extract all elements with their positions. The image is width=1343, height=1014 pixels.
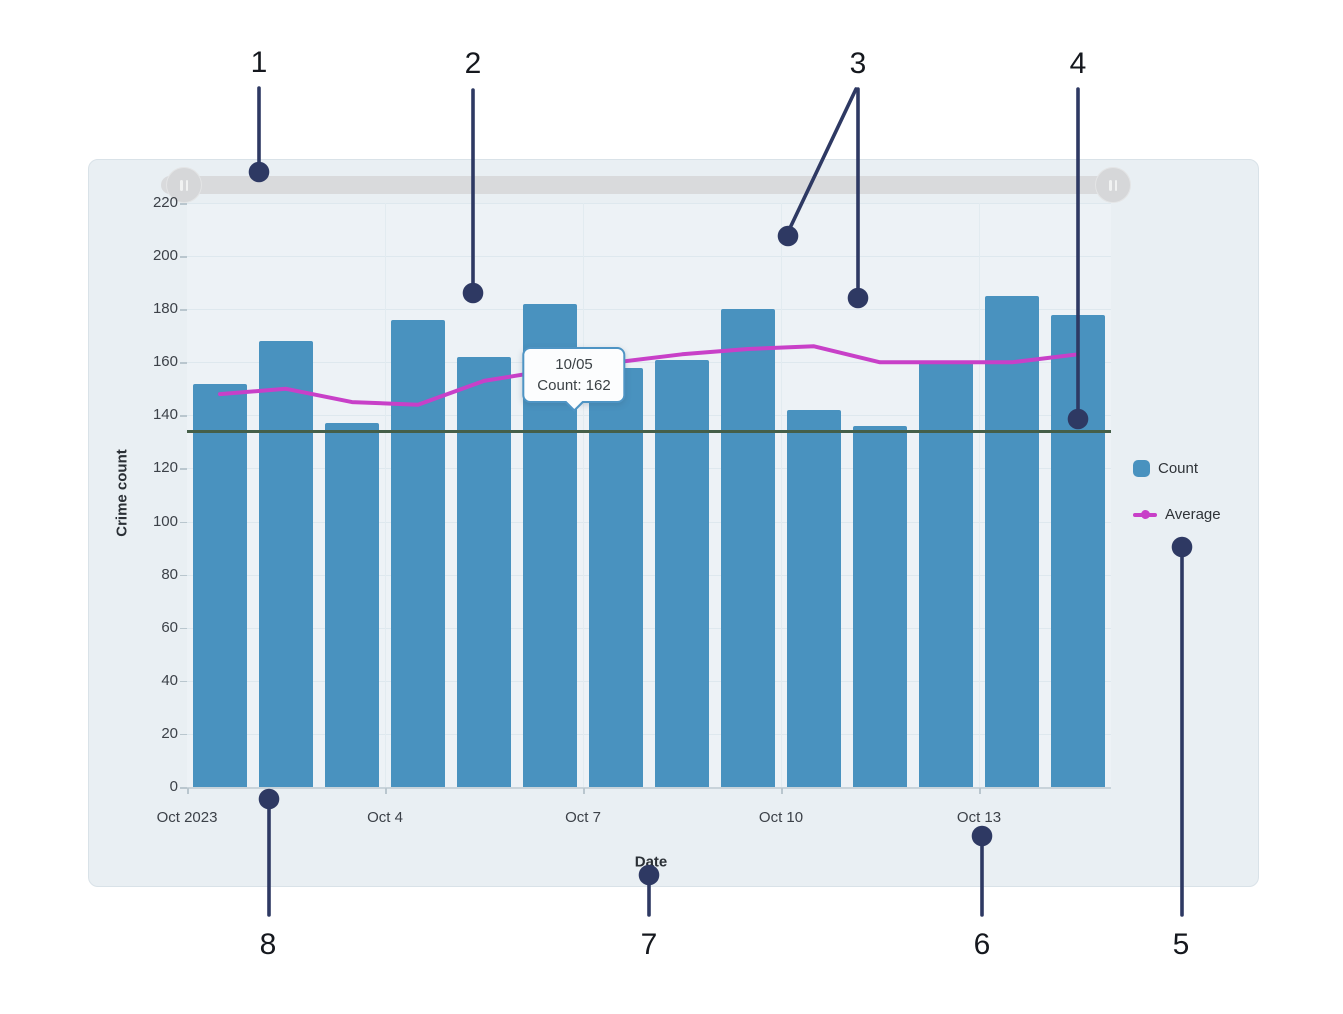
callout-number-7: 7 <box>640 928 658 961</box>
h-gridline <box>187 733 1111 735</box>
bar-oct-10[interactable] <box>787 410 841 787</box>
x-axis-line <box>187 787 1111 789</box>
count-swatch-icon <box>1133 460 1150 477</box>
legend-item-count[interactable]: Count <box>1133 460 1221 477</box>
bar-oct-7[interactable] <box>589 367 643 787</box>
y-tick-label: 20 <box>161 724 178 742</box>
h-gridline <box>187 574 1111 576</box>
x-tick-mark <box>979 788 981 794</box>
x-tick-label: Oct 4 <box>367 809 403 826</box>
x-tick-label: Oct 10 <box>758 809 804 826</box>
average-line <box>218 344 1080 407</box>
grip-icon <box>1114 179 1117 191</box>
slider-handle-right-icon[interactable] <box>1095 167 1131 203</box>
callout-number-6: 6 <box>973 928 991 961</box>
grip-icon <box>180 179 183 191</box>
h-gridline <box>187 256 1111 258</box>
callout-number-5: 5 <box>1172 928 1190 961</box>
bar-oct-12[interactable] <box>919 362 973 787</box>
h-gridline <box>187 680 1111 682</box>
y-tick-label: 80 <box>161 565 178 583</box>
y-tick-label: 40 <box>161 671 178 689</box>
callout-number-4: 4 <box>1069 47 1087 80</box>
bar-oct-1[interactable] <box>193 383 247 787</box>
y-tick-mark <box>180 256 187 258</box>
h-gridline <box>187 309 1111 311</box>
y-tick-mark <box>180 468 187 470</box>
y-tick-label: 180 <box>152 300 178 318</box>
y-tick-label: 220 <box>152 194 178 211</box>
plot-area[interactable]: 10/05 Count: 162 <box>187 203 1111 787</box>
x-tick-mark <box>187 788 189 794</box>
h-gridline <box>187 468 1111 470</box>
y-tick-mark <box>180 733 187 736</box>
bar-oct-5[interactable] <box>457 356 511 787</box>
bar-oct-3[interactable] <box>325 423 379 787</box>
y-tick-mark <box>180 521 187 524</box>
legend-label-average: Average <box>1165 506 1221 523</box>
callout-number-2: 2 <box>464 47 482 80</box>
x-tick-label: Oct 7 <box>565 809 601 826</box>
legend-item-average[interactable]: Average <box>1133 506 1221 523</box>
h-gridline <box>187 203 1111 204</box>
y-tick-mark <box>180 362 187 364</box>
callout-number-1: 1 <box>250 46 268 79</box>
y-tick-label: 160 <box>152 353 178 371</box>
x-tick-mark <box>583 788 585 794</box>
bar-oct-2[interactable] <box>259 341 313 787</box>
legend-label-count: Count <box>1158 460 1199 477</box>
y-tick-label: 0 <box>169 778 178 795</box>
bar-oct-13[interactable] <box>985 295 1039 787</box>
h-gridline <box>187 521 1111 523</box>
bar-oct-9[interactable] <box>721 309 775 787</box>
y-tick-mark <box>180 309 187 311</box>
y-tick-label: 140 <box>152 406 178 424</box>
y-tick-mark <box>180 680 187 683</box>
average-swatch-icon <box>1133 506 1157 523</box>
v-gridline <box>979 203 980 787</box>
x-tick-label: Oct 13 <box>956 809 1002 826</box>
v-gridline <box>781 203 782 787</box>
x-tick-mark <box>385 788 387 794</box>
y-tick-label: 60 <box>161 618 178 636</box>
v-gridline <box>385 203 386 787</box>
bar-oct-11[interactable] <box>853 425 907 787</box>
y-tick-label: 120 <box>152 459 178 477</box>
reference-line <box>187 429 1111 433</box>
y-tick-mark <box>180 203 187 205</box>
callout-number-8: 8 <box>259 928 277 961</box>
chart-card: Crime count Date 10/05 Count: 162 Count <box>88 159 1259 887</box>
x-axis-title: Date <box>634 853 668 871</box>
h-gridline <box>187 415 1111 417</box>
slider-handle-left-icon[interactable] <box>166 167 202 203</box>
y-tick-mark <box>180 574 187 577</box>
grip-icon <box>1109 179 1112 191</box>
y-tick-mark <box>180 787 187 789</box>
legend: Count Average <box>1133 460 1221 552</box>
y-tick-label: 100 <box>152 512 178 530</box>
grip-icon <box>185 179 188 191</box>
h-gridline <box>187 627 1111 629</box>
x-tick-mark <box>781 788 783 794</box>
y-tick-label: 200 <box>152 247 178 265</box>
x-tick-label: Oct 2023 <box>156 809 218 826</box>
callout-number-3: 3 <box>849 47 867 80</box>
y-tick-mark <box>180 415 187 417</box>
v-gridline <box>583 203 584 787</box>
y-tick-mark <box>180 627 187 630</box>
slider-track[interactable] <box>161 176 1126 194</box>
tooltip: 10/05 Count: 162 <box>522 347 626 412</box>
tooltip-date: 10/05 <box>555 356 593 373</box>
tooltip-count: Count: 162 <box>537 377 611 394</box>
h-gridline <box>187 362 1111 364</box>
